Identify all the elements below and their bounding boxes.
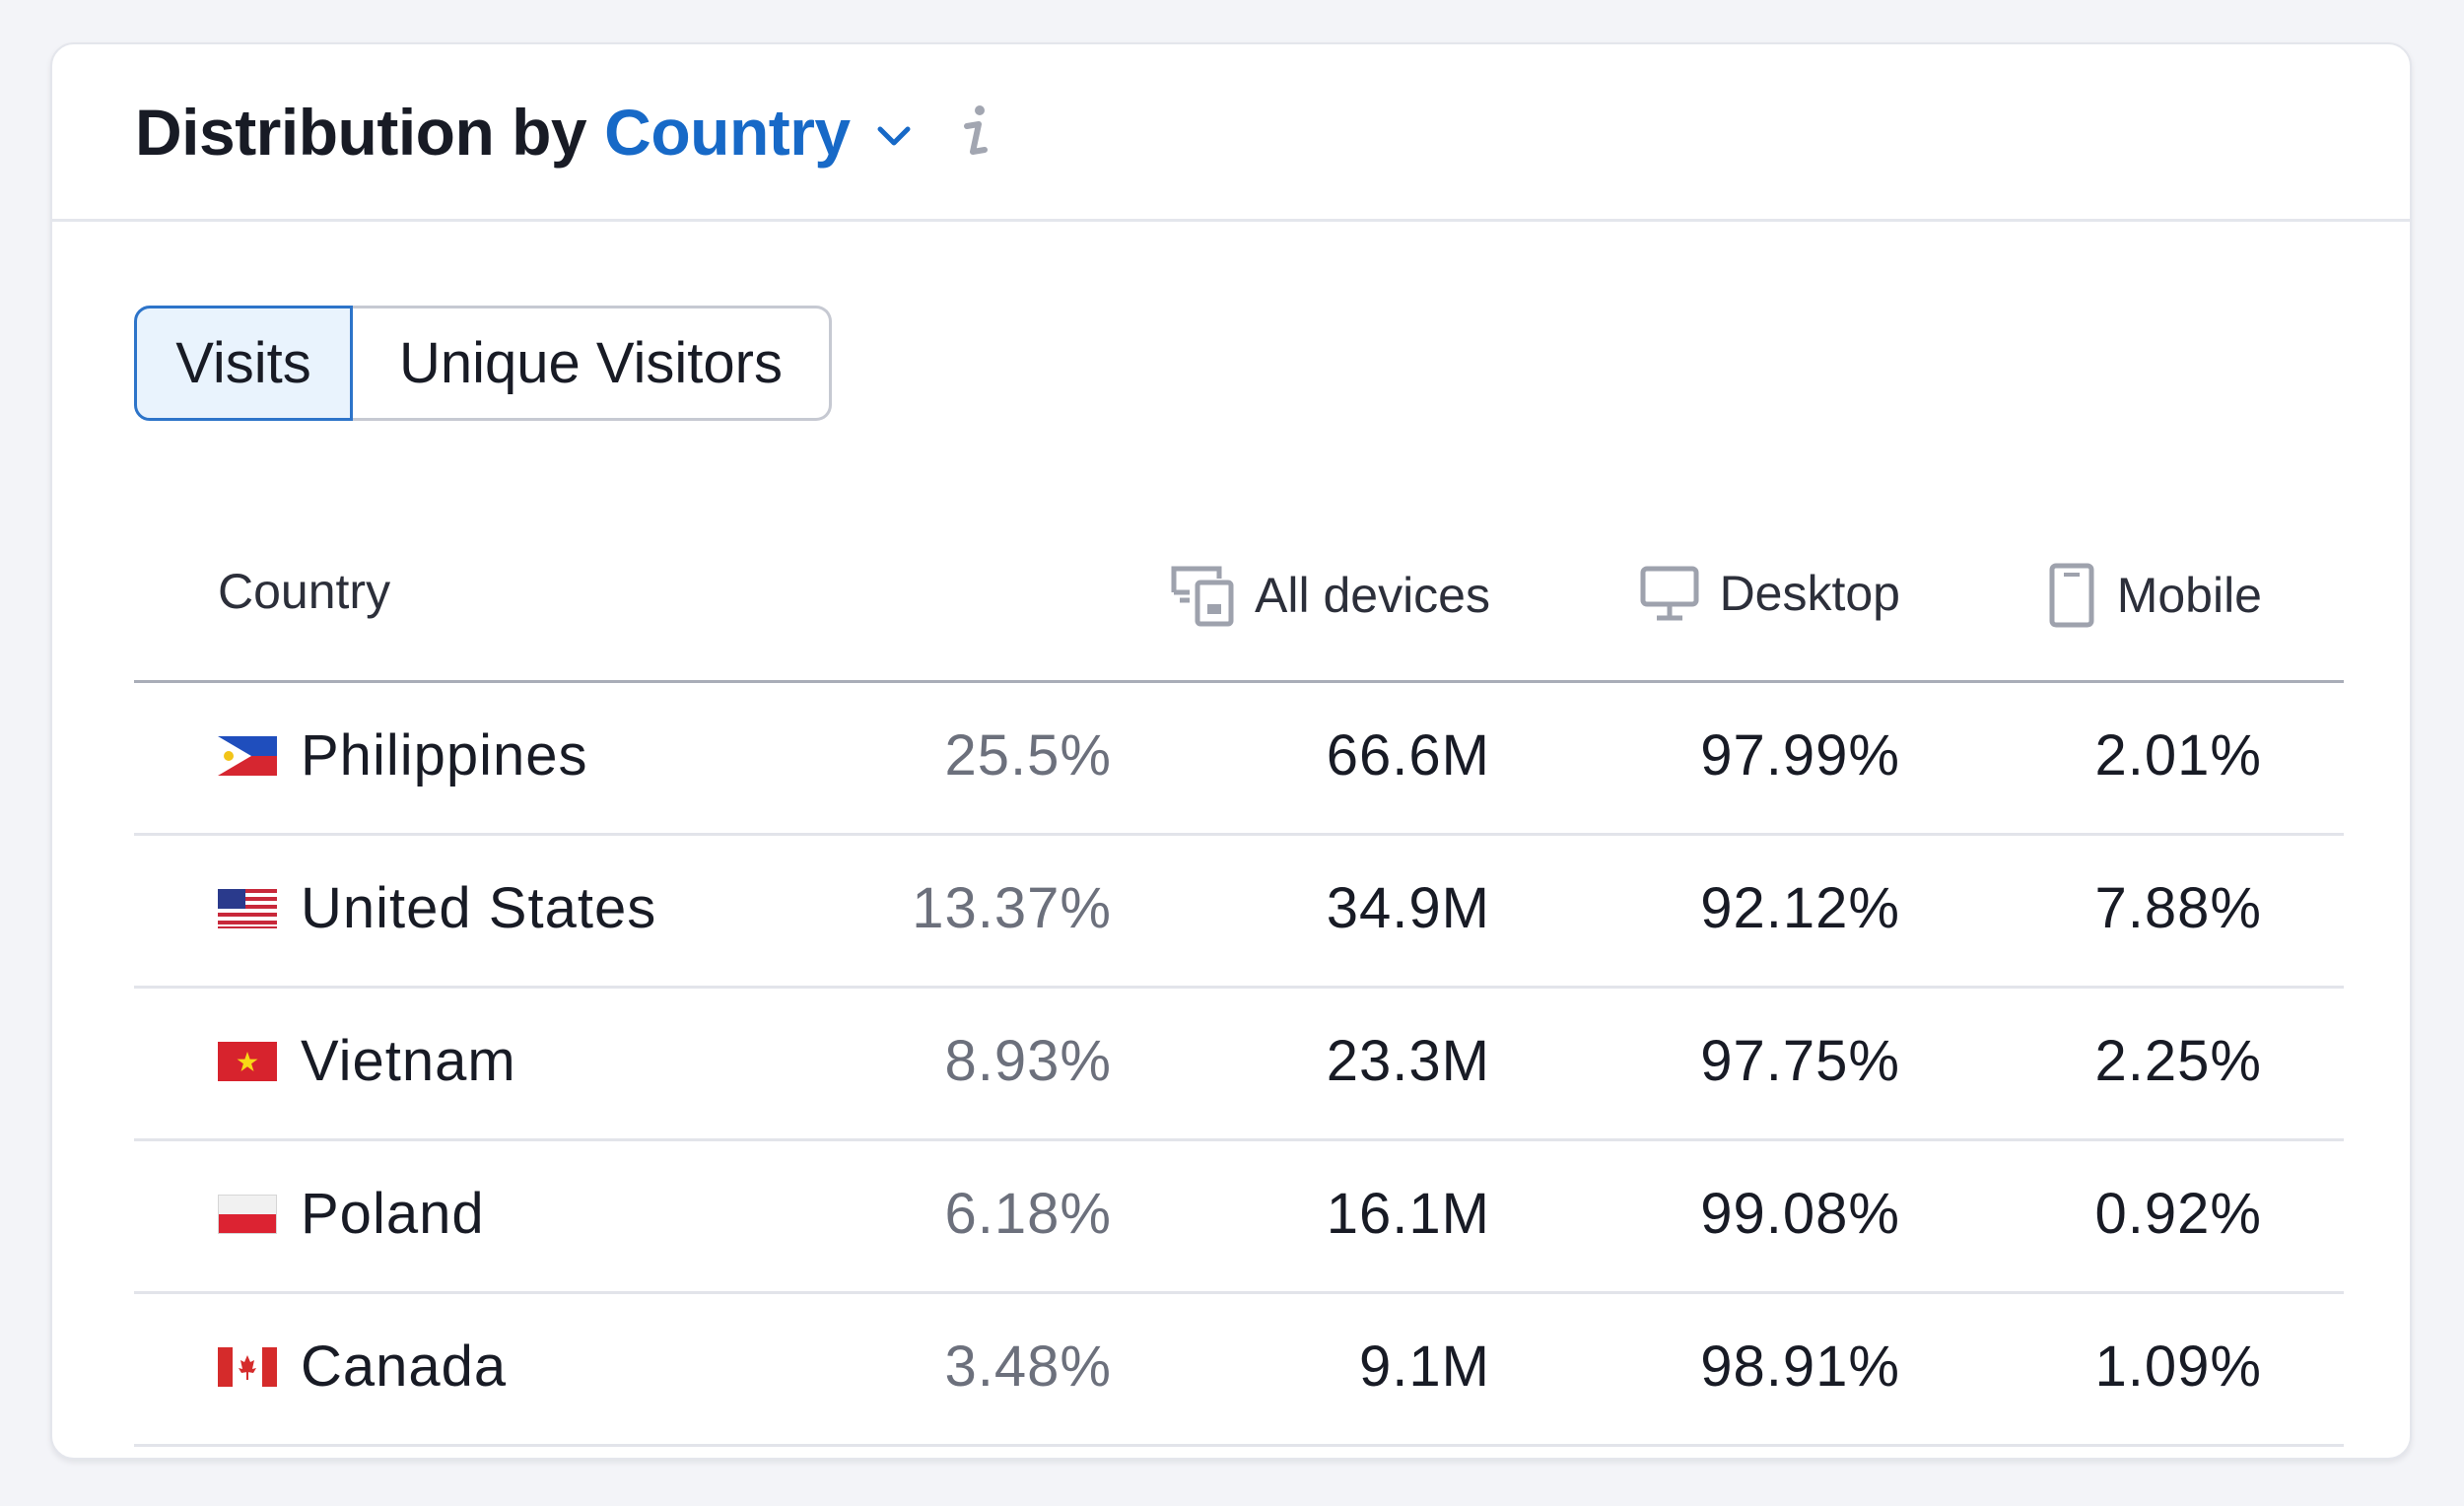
toggle-visits[interactable]: Visits [134, 306, 353, 421]
country-name[interactable]: Vietnam [301, 1029, 516, 1093]
title-prefix: Distribution by [135, 95, 587, 169]
country-cell: Philippines [218, 722, 588, 788]
desktop-value: 98.91% [1700, 1335, 1900, 1399]
all-devices-value: 16.1M [1326, 1182, 1490, 1246]
traffic-share: 8.93% [944, 1029, 1112, 1093]
desktop-value: 97.99% [1700, 723, 1900, 787]
traffic-share: 3.48% [944, 1335, 1112, 1399]
column-header-country[interactable]: Country [218, 564, 391, 619]
mobile-value: 0.92% [2094, 1182, 2262, 1246]
canada-flag-icon [218, 1346, 277, 1387]
traffic-share: 25.5% [944, 723, 1112, 787]
all-devices-value: 23.3M [1326, 1029, 1490, 1093]
devices-icon [1171, 566, 1234, 627]
table-row[interactable]: Vietnam 8.93% 23.3M 97.75% 2.25% [134, 989, 2344, 1141]
column-header-all-devices-label: All devices [1255, 568, 1490, 623]
country-dropdown[interactable]: Country [604, 95, 851, 169]
desktop-value: 97.75% [1700, 1029, 1900, 1093]
column-header-mobile[interactable]: Mobile [2046, 563, 2262, 628]
all-devices-value: 34.9M [1326, 876, 1490, 940]
table-row[interactable]: Poland 6.18% 16.1M 99.08% 0.92% [134, 1141, 2344, 1294]
all-devices-value: 66.6M [1326, 723, 1490, 787]
all-devices-value: 9.1M [1359, 1335, 1490, 1399]
desktop-value: 99.08% [1700, 1182, 1900, 1246]
vietnam-flag-icon [218, 1041, 277, 1081]
country-cell: Vietnam [218, 1028, 516, 1094]
country-cell: Canada [218, 1334, 507, 1400]
poland-flag-icon [218, 1194, 277, 1234]
chevron-down-icon[interactable] [872, 114, 916, 158]
country-cell: United States [218, 875, 656, 941]
info-icon[interactable] [959, 103, 992, 162]
traffic-share: 6.18% [944, 1182, 1112, 1246]
card-title: Distribution by Country [135, 95, 851, 170]
mobile-value: 1.09% [2094, 1335, 2262, 1399]
metric-toggle: Visits Unique Visitors [134, 306, 832, 421]
table-header: Country All devices Desktop [134, 527, 2344, 683]
mobile-value: 7.88% [2094, 876, 2262, 940]
table-row[interactable]: United States 13.37% 34.9M 92.12% 7.88% [134, 836, 2344, 989]
distribution-card: Distribution by Country Visits Unique Vis… [50, 42, 2412, 1460]
column-header-all-devices[interactable]: All devices [1170, 563, 1490, 628]
us-flag-icon [218, 888, 277, 928]
column-header-desktop-label: Desktop [1719, 566, 1900, 621]
country-name[interactable]: Canada [301, 1335, 508, 1399]
toggle-unique-visitors[interactable]: Unique Visitors [353, 306, 832, 421]
country-name[interactable]: Philippines [301, 723, 588, 787]
mobile-icon [2049, 563, 2094, 628]
mobile-value: 2.01% [2094, 723, 2262, 787]
country-name[interactable]: Poland [301, 1182, 485, 1246]
mobile-value: 2.25% [2094, 1029, 2262, 1093]
country-name[interactable]: United States [301, 876, 657, 940]
country-table: Country All devices Desktop [134, 527, 2344, 1447]
table-row[interactable]: Philippines 25.5% 66.6M 97.99% 2.01% [134, 683, 2344, 836]
column-header-mobile-label: Mobile [2116, 568, 2262, 623]
table-row[interactable]: Canada 3.48% 9.1M 98.91% 1.09% [134, 1294, 2344, 1447]
philippines-flag-icon [218, 735, 277, 776]
card-header: Distribution by Country [52, 44, 2410, 222]
traffic-share: 13.37% [912, 876, 1112, 940]
column-header-desktop[interactable]: Desktop [1639, 563, 1900, 624]
desktop-value: 92.12% [1700, 876, 1900, 940]
country-cell: Poland [218, 1181, 485, 1247]
desktop-icon [1640, 566, 1699, 621]
